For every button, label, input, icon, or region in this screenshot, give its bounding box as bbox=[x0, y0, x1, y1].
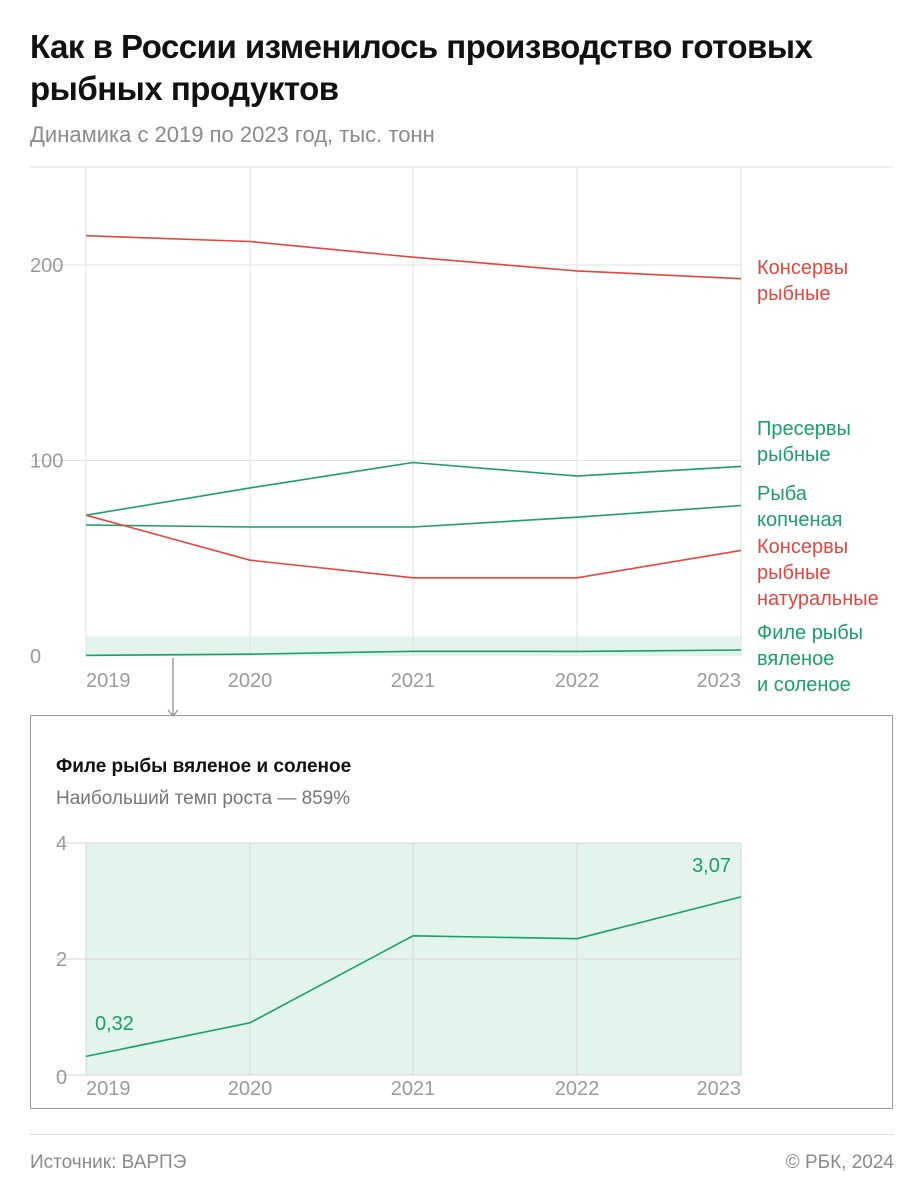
legend-konservy-naturalnye: Консервы рыбные натуральные bbox=[757, 536, 879, 610]
y-tick-label: 4 bbox=[56, 833, 67, 855]
y-tick-label: 0 bbox=[30, 646, 41, 668]
chart-title: Как в России изменилось производство гот… bbox=[30, 28, 813, 107]
legend-file: Филе рыбы вяленое и соленое bbox=[757, 622, 863, 696]
y-tick-label: 2 bbox=[56, 949, 67, 971]
x-tick-label: 2023 bbox=[697, 670, 742, 692]
source-note: Источник: ВАРПЭ bbox=[30, 1152, 187, 1173]
series-line bbox=[85, 649, 742, 657]
series-label: Рыба bbox=[757, 483, 808, 505]
y-tick-label: 200 bbox=[30, 255, 63, 277]
copyright: © РБК, 2024 bbox=[785, 1152, 894, 1173]
y-tick-label: 100 bbox=[30, 451, 63, 473]
legend-ryba-kopchenaya: Рыба копченая bbox=[757, 483, 842, 531]
series-line bbox=[85, 504, 742, 528]
series-label: рыбные bbox=[757, 283, 831, 305]
data-label: 0,32 bbox=[95, 1013, 134, 1035]
inset-box bbox=[30, 715, 893, 1109]
series-line bbox=[85, 896, 742, 1058]
x-tick-label: 2022 bbox=[555, 1078, 600, 1100]
inset-title: Филе рыбы вяленое и соленое bbox=[56, 756, 351, 777]
series-label: рыбные bbox=[757, 444, 831, 466]
series-line bbox=[85, 234, 742, 280]
x-tick-label: 2020 bbox=[228, 670, 273, 692]
series-label: Филе рыбы bbox=[757, 622, 863, 644]
series-label: Пресервы bbox=[757, 418, 851, 440]
series-label: и соленое bbox=[757, 674, 851, 696]
series-label: Консервы bbox=[757, 257, 848, 279]
bottom-divider bbox=[30, 1134, 894, 1135]
inset-subtitle: Наибольший темп роста — 859% bbox=[56, 788, 350, 809]
legend-konservy: Консервы рыбные bbox=[757, 257, 848, 305]
x-tick-label: 2020 bbox=[228, 1078, 273, 1100]
series-label: вяленое bbox=[757, 648, 834, 670]
series-label: натуральные bbox=[757, 588, 879, 610]
chart-subtitle: Динамика с 2019 по 2023 год, тыс. тонн bbox=[30, 122, 435, 147]
y-tick-label: 0 bbox=[56, 1067, 67, 1089]
series-line bbox=[85, 461, 742, 516]
series-label: Консервы bbox=[757, 536, 848, 558]
x-tick-label: 2023 bbox=[697, 1078, 742, 1100]
legend-preservy: Пресервы рыбные bbox=[757, 418, 851, 466]
data-label: 3,07 bbox=[692, 855, 731, 877]
series-line bbox=[85, 514, 742, 579]
x-tick-label: 2021 bbox=[391, 1078, 436, 1100]
x-tick-label: 2019 bbox=[86, 670, 131, 692]
series-label: копченая bbox=[757, 509, 842, 531]
arrow-down-icon bbox=[167, 658, 179, 717]
x-tick-label: 2022 bbox=[555, 670, 600, 692]
x-tick-label: 2021 bbox=[391, 670, 436, 692]
x-tick-label: 2019 bbox=[86, 1078, 131, 1100]
series-label: рыбные bbox=[757, 562, 831, 584]
